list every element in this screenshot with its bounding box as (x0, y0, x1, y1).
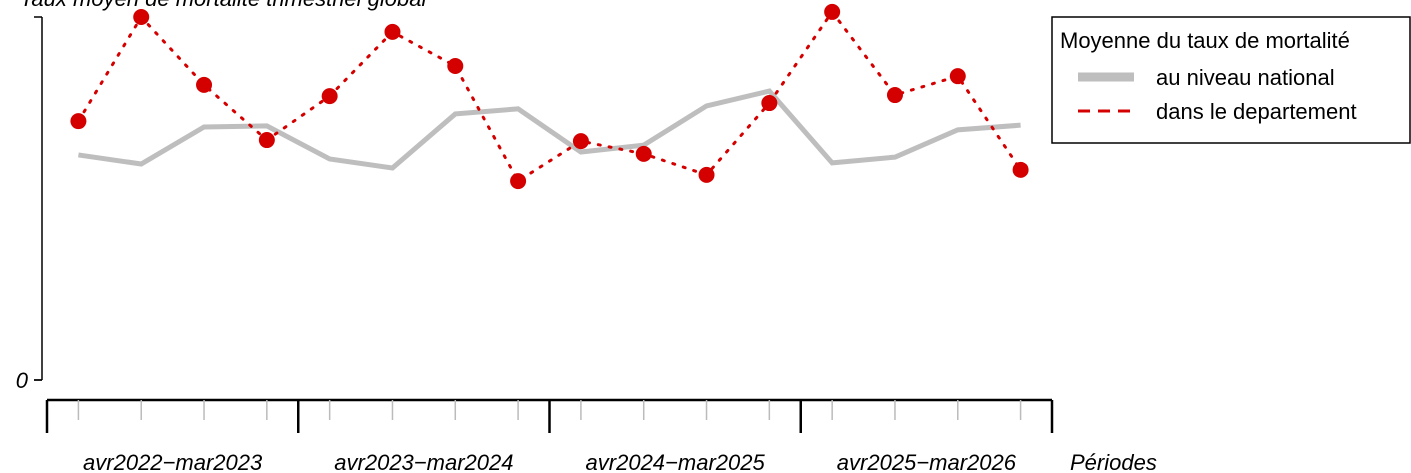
point (258, 132, 275, 149)
point (949, 68, 966, 85)
group-label: avr2024−mar2025 (586, 450, 766, 473)
series-line (78, 88, 1021, 171)
group-label: avr2023−mar2024 (334, 450, 513, 473)
legend-label: au niveau national (1156, 65, 1335, 90)
point (572, 133, 589, 150)
point (321, 88, 338, 105)
legend-title: Moyenne du taux de mortalité (1060, 28, 1350, 53)
point (447, 58, 464, 75)
point (886, 87, 903, 104)
point (761, 95, 778, 112)
x-axis-label: Périodes (1070, 450, 1157, 473)
legend-label: dans le departement (1156, 99, 1357, 124)
point (1012, 161, 1029, 178)
y-tick-label: 0 (16, 368, 29, 393)
point (70, 113, 87, 130)
point (824, 3, 841, 20)
chart-title: Taux moyen de mortalité trimestriel glob… (20, 0, 427, 11)
point (635, 145, 652, 162)
legend-box (1051, 16, 1411, 144)
point (384, 23, 401, 40)
point (133, 9, 150, 25)
point (698, 166, 715, 183)
point (196, 76, 213, 93)
series-line (76, 9, 1023, 184)
group-label: avr2022−mar2023 (83, 450, 263, 473)
point (510, 173, 527, 190)
group-label: avr2025−mar2026 (837, 450, 1017, 473)
